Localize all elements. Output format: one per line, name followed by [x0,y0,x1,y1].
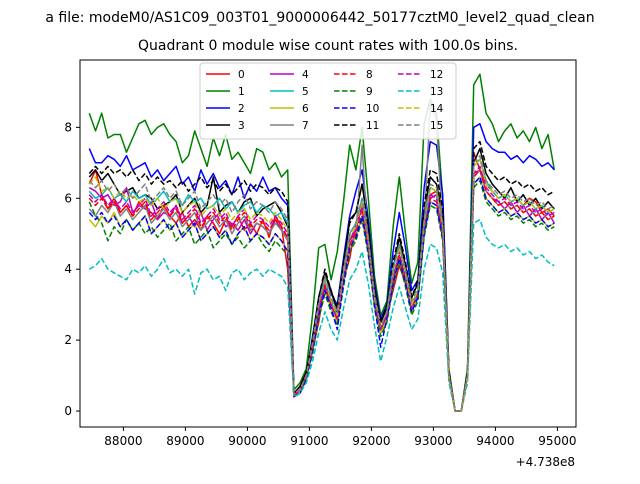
series-line-7 [88,101,555,412]
legend-label-0: 0 [238,69,245,81]
x-tick-label: 89000 [166,434,204,448]
chart-title: Quadrant 0 module wise count rates with … [138,38,518,54]
legend-label-12: 12 [430,69,443,81]
y-tick-label: 0 [64,404,72,418]
legend-label-6: 6 [302,103,309,115]
legend-label-8: 8 [366,69,373,81]
legend-label-4: 4 [302,69,309,81]
series-line-11 [88,140,555,412]
series-line-9 [88,179,555,412]
x-tick-label: 95000 [538,434,576,448]
legend-label-10: 10 [366,103,379,115]
legend-label-2: 2 [238,103,245,115]
x-tick-label: 93000 [414,434,452,448]
legend-label-13: 13 [430,86,443,98]
series-line-8 [88,169,555,412]
x-tick-label: 94000 [476,434,514,448]
series-line-15 [88,154,555,412]
legend-label-7: 7 [302,120,309,132]
y-tick-label: 2 [64,333,72,347]
legend-label-1: 1 [238,86,245,98]
legend-label-11: 11 [366,120,379,132]
legend-label-14: 14 [430,103,444,115]
y-tick-label: 6 [64,191,72,205]
legend-label-9: 9 [366,86,373,98]
plot-frame [79,59,577,428]
x-axis-offset-label: +4.738e8 [516,455,575,469]
legend-label-5: 5 [302,86,309,98]
series-line-10 [88,176,555,412]
series-line-12 [88,165,555,412]
legend-label-15: 15 [430,120,443,132]
series-line-13 [88,218,555,412]
x-tick-label: 88000 [104,434,142,448]
y-tick-label: 4 [64,262,72,276]
x-tick-label: 92000 [352,434,390,448]
x-tick-label: 90000 [228,434,266,448]
y-tick-label: 8 [64,120,72,134]
legend-box [199,62,457,140]
filename-heading: a file: modeM0/AS1C09_003T01_9000006442_… [45,10,594,26]
plot-area: 88000 89000 90000 91000 92000 93000 94000 95000… [64,59,577,448]
legend-label-3: 3 [238,120,245,132]
x-tick-label: 91000 [290,434,328,448]
series-line-1 [88,73,556,412]
